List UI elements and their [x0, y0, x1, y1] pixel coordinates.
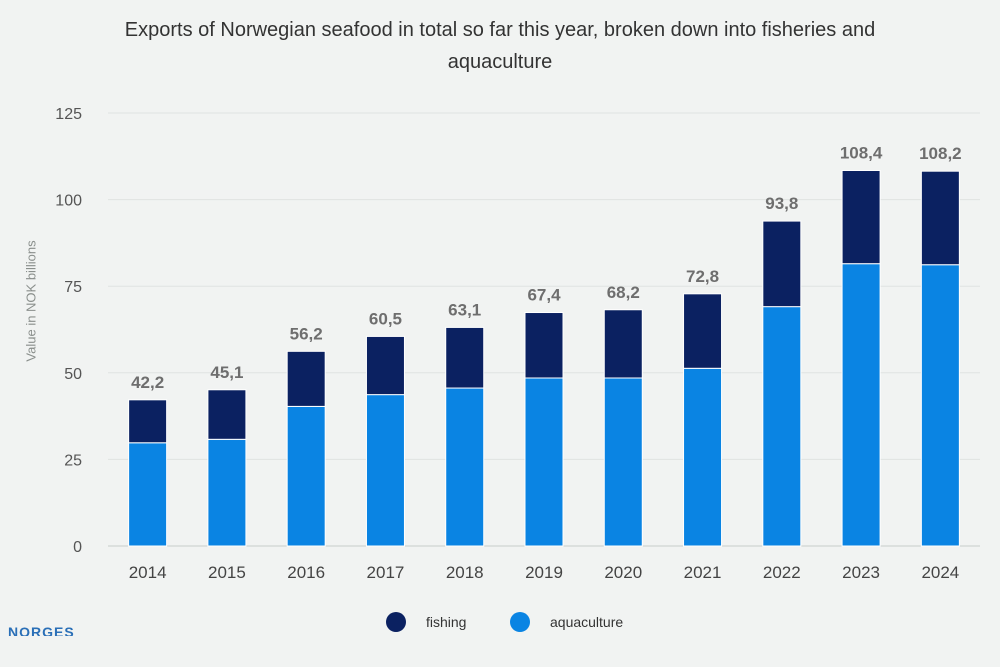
x-tick-label-2023: 2023 — [842, 563, 880, 582]
bar-fishing-2020[interactable] — [603, 309, 643, 379]
bar-aquaculture-2016[interactable] — [286, 405, 326, 547]
legend-item-aquaculture[interactable]: aquaculture — [510, 610, 623, 634]
bar-aquaculture-2019[interactable] — [524, 377, 564, 547]
x-tick-label-2019: 2019 — [525, 563, 563, 582]
bar-aquaculture-2021[interactable] — [683, 367, 723, 547]
x-tick-label-2020: 2020 — [604, 563, 642, 582]
bar-aquaculture-2020[interactable] — [603, 377, 643, 547]
total-label-2014: 42,2 — [131, 373, 164, 392]
total-label-2019: 67,4 — [527, 286, 561, 305]
x-tick-label-2021: 2021 — [684, 563, 722, 582]
bar-fishing-2023[interactable] — [841, 170, 881, 265]
y-tick-label-75: 75 — [64, 279, 82, 296]
logo-text: NORGES — [8, 624, 75, 636]
total-label-2016: 56,2 — [290, 324, 323, 343]
bar-aquaculture-2018[interactable] — [445, 387, 485, 547]
legend-label-fishing: fishing — [426, 614, 467, 630]
x-tick-label-2024: 2024 — [921, 563, 959, 582]
bar-fishing-2017[interactable] — [365, 335, 405, 396]
x-tick-label-2017: 2017 — [367, 563, 405, 582]
total-label-2023: 108,4 — [840, 144, 883, 163]
x-tick-label-2015: 2015 — [208, 563, 246, 582]
total-label-2021: 72,8 — [686, 267, 719, 286]
bar-fishing-2016[interactable] — [286, 350, 326, 407]
bar-aquaculture-2024[interactable] — [920, 264, 960, 547]
legend-swatch-fishing — [386, 612, 406, 632]
y-tick-label-50: 50 — [64, 366, 82, 383]
bar-aquaculture-2017[interactable] — [365, 394, 405, 547]
bar-fishing-2024[interactable] — [920, 170, 960, 266]
bar-fishing-2022[interactable] — [762, 220, 802, 308]
chart-title-line-1: Exports of Norwegian seafood in total so… — [124, 19, 876, 41]
bar-fishing-2021[interactable] — [683, 293, 723, 369]
y-tick-label-25: 25 — [64, 452, 82, 469]
bar-fishing-2015[interactable] — [207, 389, 247, 440]
x-tick-label-2014: 2014 — [129, 563, 167, 582]
total-label-2017: 60,5 — [369, 309, 402, 328]
x-tick-label-2022: 2022 — [763, 563, 801, 582]
legend: fishing aquaculture — [0, 610, 1000, 634]
legend-swatch-aquaculture — [510, 612, 530, 632]
y-tick-label-125: 125 — [55, 106, 82, 123]
y-tick-label-0: 0 — [73, 539, 82, 556]
bar-aquaculture-2023[interactable] — [841, 263, 881, 547]
bar-aquaculture-2022[interactable] — [762, 306, 802, 547]
legend-item-fishing[interactable]: fishing — [386, 610, 466, 634]
chart-title: Exports of Norwegian seafood in total so… — [0, 14, 1000, 78]
x-tick-label-2016: 2016 — [287, 563, 325, 582]
chart-title-line-2: aquaculture — [447, 51, 553, 73]
total-label-2018: 63,1 — [448, 300, 481, 319]
total-label-2015: 45,1 — [210, 363, 243, 382]
bar-fishing-2018[interactable] — [445, 326, 485, 389]
legend-label-aquaculture: aquaculture — [550, 614, 624, 630]
y-axis-label: Value in NOK billions — [23, 240, 39, 362]
bar-aquaculture-2014[interactable] — [128, 442, 168, 547]
total-label-2020: 68,2 — [607, 283, 640, 302]
bar-fishing-2014[interactable] — [128, 399, 168, 444]
x-tick-label-2018: 2018 — [446, 563, 484, 582]
y-tick-label-100: 100 — [55, 193, 82, 210]
total-label-2022: 93,8 — [765, 194, 798, 213]
bar-aquaculture-2015[interactable] — [207, 438, 247, 547]
total-label-2024: 108,2 — [919, 144, 962, 163]
bar-fishing-2019[interactable] — [524, 312, 564, 379]
